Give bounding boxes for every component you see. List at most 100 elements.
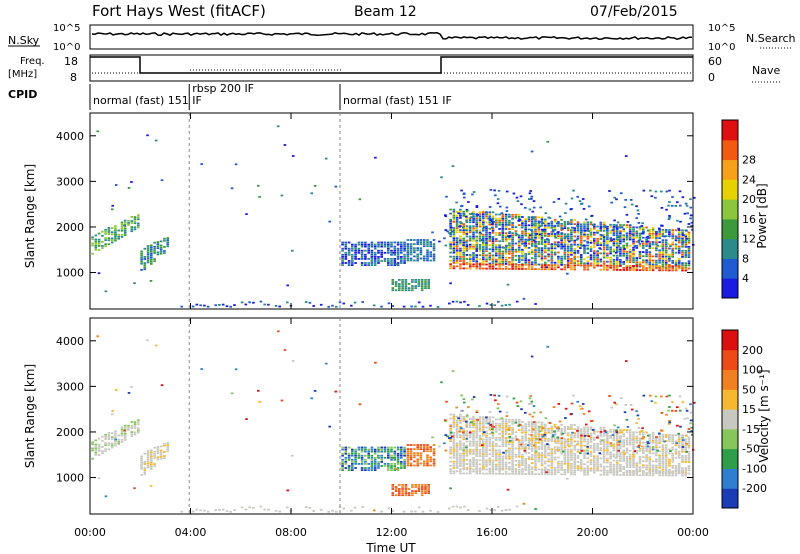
power-cell [478,231,482,234]
velocity-cell [635,472,639,474]
power-cell [504,258,508,261]
power-cell [576,237,580,240]
power-cell [612,244,616,247]
velocity-cell [671,472,674,475]
power-cell [635,217,638,219]
power-cell [406,245,410,248]
power-cell [278,305,281,308]
velocity-cell [380,461,383,463]
velocity-cell [507,428,511,431]
power-cell [602,227,606,230]
velocity-cell [514,447,518,450]
velocity-cell [648,452,652,454]
power-cell [313,185,317,187]
power-cell [625,246,629,249]
velocity-cell [576,461,580,463]
power-cell [344,258,348,260]
power-cell [563,237,567,240]
velocity-cell [671,456,674,459]
power-cell [664,269,668,272]
velocity-cell [491,465,495,468]
velocity-cell [642,436,645,439]
power-cell [570,197,574,200]
velocity-cell [409,454,413,457]
power-cell [370,245,374,248]
power-cell [252,301,255,304]
power-cell [465,254,469,256]
power-cell [566,243,570,246]
velocity-cell [504,468,508,470]
power-cell [537,230,541,233]
velocity-cell [449,423,452,426]
power-cell [373,256,377,258]
velocity-cell [416,460,419,463]
velocity-cell [635,464,639,467]
power-cell [319,303,323,306]
velocity-cell [458,430,461,433]
velocity-cell [593,438,596,441]
velocity-cell [504,443,508,446]
power-cell [684,269,688,272]
velocity-cell [638,450,642,452]
velocity-cell [583,453,586,455]
power-cell [573,241,576,244]
velocity-cell [654,395,658,398]
velocity-cell [373,448,377,451]
velocity-cell [380,465,383,467]
power-cell [221,303,225,306]
velocity-cell [586,430,590,433]
velocity-cell [462,446,465,449]
power-cell [628,238,632,241]
power-cell [414,279,417,281]
power-cell [335,305,338,308]
power-cell [556,231,559,234]
velocity-cell [609,437,612,439]
velocity-cell [468,431,472,434]
velocity-cell [557,466,560,469]
velocity-cell [422,462,426,465]
velocity-cell [645,466,648,469]
velocity-cell [137,423,140,426]
power-cell [602,248,606,251]
velocity-cell [570,458,573,461]
power-cell [655,247,658,250]
velocity-cell [163,451,166,453]
power-cell [674,239,678,242]
power-cell [97,242,101,245]
velocity-cell [495,418,498,421]
velocity-cell [626,426,630,428]
power-cell [373,260,377,262]
velocity-cell [661,474,665,477]
power-cell [455,214,459,217]
power-cell [350,304,353,307]
velocity-cell [406,448,410,450]
velocity-cell [455,448,459,451]
velocity-cell [661,450,665,453]
velocity-cell [661,454,665,457]
power-cell [544,268,547,271]
power-cell [579,237,583,240]
velocity-cell [583,434,587,437]
power-cell [416,247,419,250]
power-cell [534,220,537,223]
power-cell [257,184,260,187]
velocity-cell [409,450,413,453]
power-cell [527,236,531,239]
velocity-cell [482,438,485,441]
power-cell [612,248,616,251]
power-cell [468,235,472,238]
power-cell [401,287,404,289]
power-cell [570,239,573,242]
power-cell [674,260,678,262]
power-cell [478,248,482,250]
power-cell [628,224,632,227]
velocity-cell [514,464,518,466]
velocity-cell [560,464,563,467]
power-cell [613,219,616,222]
power-cell [488,256,492,259]
power-cell [540,234,544,237]
power-cell [530,234,534,237]
power-cell [576,264,580,267]
velocity-cell [560,469,563,471]
power-cell [396,243,400,246]
